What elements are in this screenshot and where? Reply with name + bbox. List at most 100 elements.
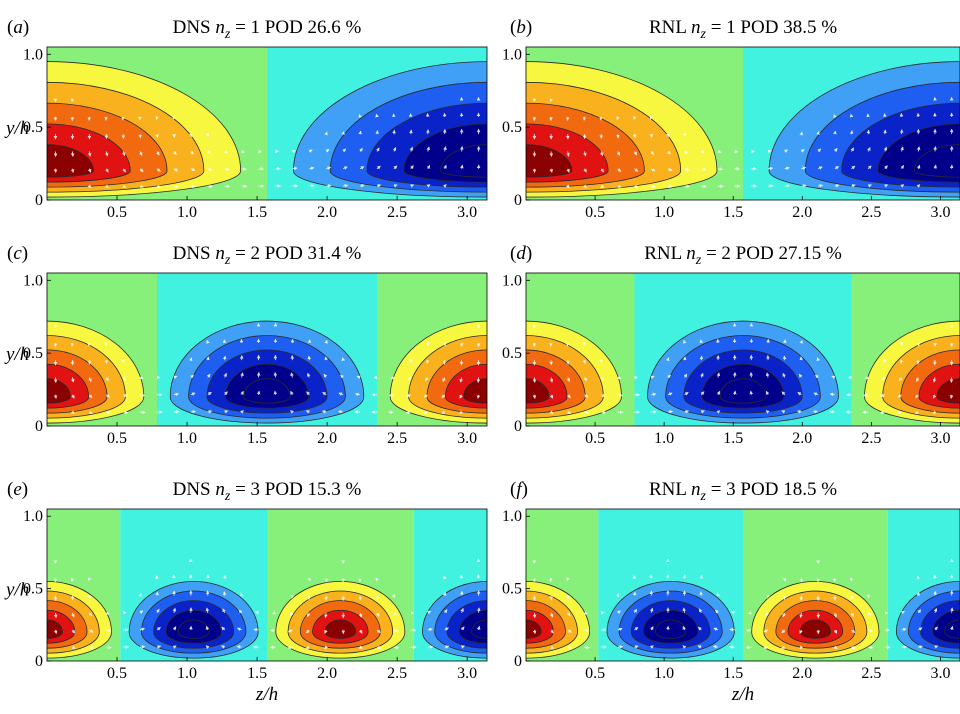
vector-arrow — [901, 360, 902, 363]
vector-arrow — [747, 630, 752, 631]
vector-arrow — [191, 134, 192, 136]
x-axis-label: z/h — [255, 684, 278, 705]
panel-title-b: RNL nz = 1 POD 38.5 % — [649, 17, 837, 42]
vector-arrow — [584, 343, 585, 345]
vector-arrow — [445, 593, 446, 596]
vector-arrow — [567, 578, 568, 580]
vector-arrow — [140, 594, 141, 596]
y-axis-label: y/h — [4, 344, 29, 365]
vector-arrow — [851, 114, 852, 117]
vector-arrow — [951, 395, 952, 399]
vector-arrow — [534, 395, 535, 399]
y-tick-label: 0.5 — [502, 345, 522, 362]
vector-arrow — [684, 340, 685, 342]
y-tick-label: 0 — [514, 418, 522, 435]
y-tick-label: 1.0 — [502, 272, 522, 289]
vector-arrow — [394, 596, 395, 598]
vector-arrow — [884, 360, 885, 362]
vector-arrow — [584, 360, 585, 363]
vector-arrow — [685, 186, 690, 187]
vector-arrow — [767, 596, 768, 598]
vector-arrow — [275, 391, 276, 395]
y-tick-label: 1.0 — [23, 272, 43, 289]
vector-arrow — [106, 360, 107, 363]
y-axis-label: y/h — [4, 118, 29, 139]
vector-arrow — [156, 576, 157, 579]
vector-arrow — [634, 117, 635, 120]
x-tick-label: 0.5 — [107, 430, 127, 447]
vector-arrow — [634, 576, 635, 579]
vector-arrow — [89, 578, 90, 580]
vector-arrow — [208, 186, 213, 187]
vector-arrow — [410, 360, 411, 362]
vector-arrow — [818, 132, 819, 134]
vector-arrow — [208, 357, 209, 360]
vector-arrow — [157, 134, 158, 137]
vector-arrow — [668, 134, 669, 136]
y-tick-label: 1.0 — [23, 46, 43, 63]
vector-arrow — [852, 131, 853, 134]
x-axis-label: z/h — [731, 684, 754, 705]
y-tick-label: 1.0 — [23, 508, 43, 525]
vector-arrow — [377, 596, 378, 599]
vector-arrow — [326, 357, 327, 360]
x-tick-label: 1.5 — [247, 430, 267, 447]
vector-arrow — [817, 358, 818, 360]
x-tick-label: 1.0 — [177, 204, 197, 221]
vector-arrow — [478, 395, 479, 399]
vector-arrow — [156, 117, 157, 120]
x-tick-label: 0.5 — [107, 665, 127, 682]
vector-arrow — [343, 132, 344, 134]
y-tick-label: 0 — [35, 418, 43, 435]
y-tick-label: 1.0 — [502, 46, 522, 63]
vector-arrow — [735, 391, 736, 395]
vector-arrow — [730, 629, 735, 630]
x-tick-label: 0.5 — [107, 204, 127, 221]
vector-arrow — [173, 117, 174, 119]
vector-arrow — [479, 608, 480, 613]
vector-arrow — [717, 593, 718, 595]
x-tick-label: 3.0 — [457, 204, 477, 221]
vector-arrow — [902, 343, 903, 345]
vector-arrow — [359, 115, 360, 117]
y-tick-label: 0 — [35, 653, 43, 670]
x-tick-label: 1.5 — [723, 204, 743, 221]
vector-arrow — [835, 131, 836, 134]
vector-arrow — [207, 340, 208, 342]
panel-label-f: (f) — [510, 479, 528, 500]
vector-arrow — [668, 358, 669, 360]
vector-arrow — [259, 391, 260, 395]
panel-title-e: DNS nz = 3 POD 15.3 % — [173, 479, 362, 504]
vector-arrow — [768, 168, 773, 169]
vector-arrow — [651, 134, 652, 137]
x-tick-label: 1.0 — [654, 430, 674, 447]
vector-arrow — [444, 576, 445, 578]
vector-arrow — [918, 576, 919, 578]
x-tick-label: 2.5 — [387, 430, 407, 447]
x-tick-label: 2.5 — [861, 430, 881, 447]
x-tick-label: 3.0 — [457, 430, 477, 447]
vector-arrow — [292, 596, 293, 598]
x-tick-label: 2.5 — [861, 204, 881, 221]
x-tick-label: 2.0 — [317, 430, 337, 447]
vector-arrow — [635, 592, 636, 595]
x-tick-label: 1.5 — [723, 430, 743, 447]
vector-arrow — [208, 134, 209, 136]
vector-arrow — [801, 185, 806, 186]
x-tick-label: 1.5 — [247, 665, 267, 682]
vector-arrow — [868, 596, 869, 598]
vector-arrow — [55, 395, 56, 399]
vector-arrow — [568, 596, 569, 599]
vector-arrow — [326, 132, 327, 134]
panel-title-a: DNS nz = 1 POD 26.6 % — [173, 17, 362, 42]
x-tick-label: 0.5 — [585, 665, 605, 682]
y-tick-label: 0 — [514, 653, 522, 670]
vector-arrow — [292, 168, 297, 169]
x-tick-label: 2.0 — [317, 204, 337, 221]
x-tick-label: 3.0 — [457, 665, 477, 682]
y-tick-label: 1.0 — [502, 508, 522, 525]
vector-arrow — [868, 647, 873, 648]
vector-arrow — [635, 134, 636, 137]
vector-arrow — [157, 592, 158, 595]
